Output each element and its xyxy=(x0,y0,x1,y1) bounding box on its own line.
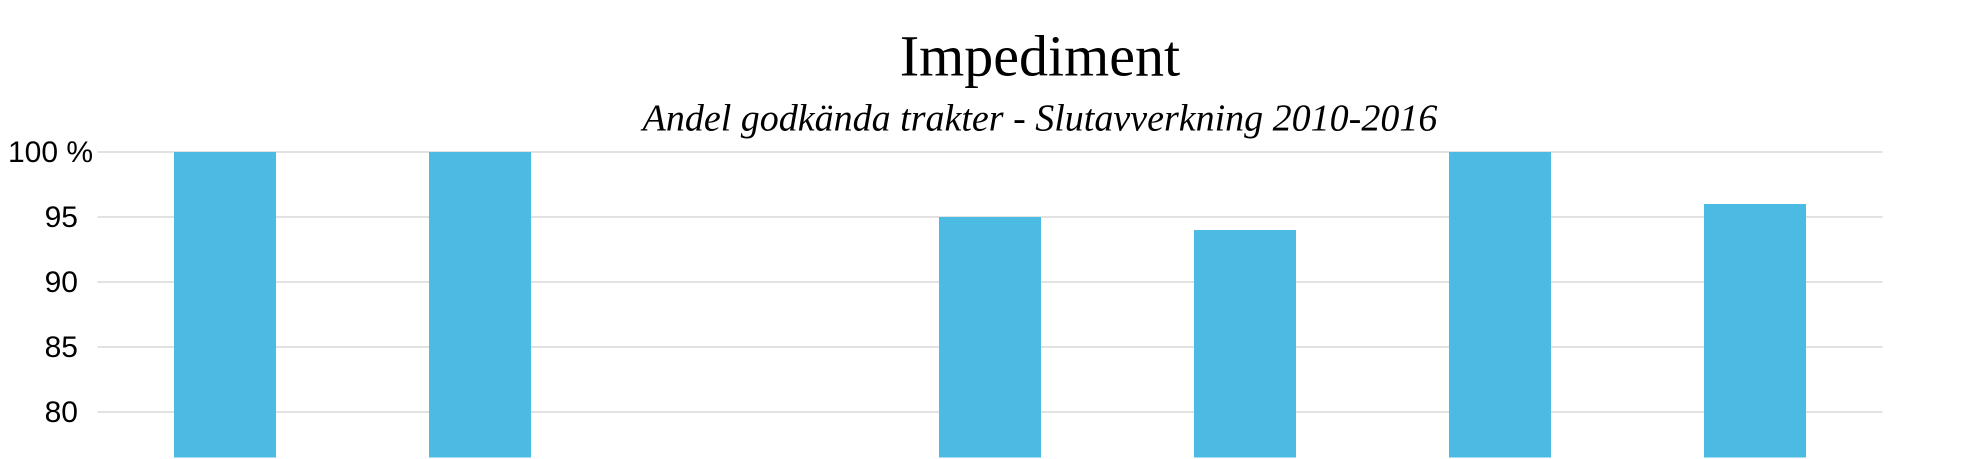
chart-subtitle: Andel godkända trakter - Slutavverkning … xyxy=(640,98,1438,140)
y-tick-label: 95 xyxy=(45,201,78,234)
y-tick-label: 80 xyxy=(45,396,78,429)
bar xyxy=(1194,230,1296,458)
bar xyxy=(174,152,276,458)
y-tick-label: 85 xyxy=(45,331,78,364)
bar xyxy=(1449,152,1551,458)
bar xyxy=(939,217,1041,458)
bar xyxy=(1704,204,1806,458)
y-tick-label: 100 % xyxy=(8,136,93,169)
bar xyxy=(429,152,531,458)
chart-title: Impediment xyxy=(900,23,1180,88)
y-tick-label: 90 xyxy=(45,266,78,299)
